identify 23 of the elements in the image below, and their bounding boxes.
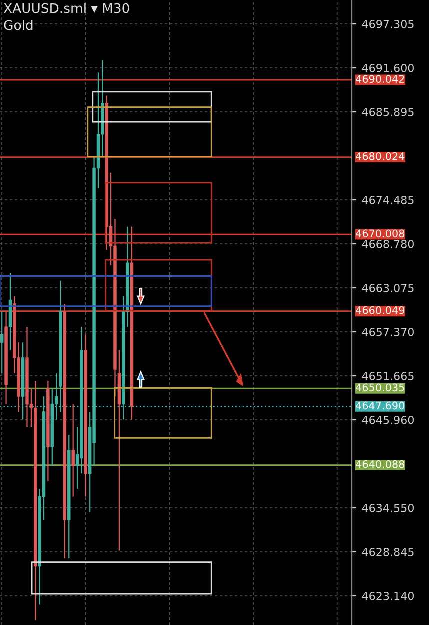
y-tick-label: 4628.845 [362, 548, 414, 556]
ref-line-label: 4640.088 [356, 460, 405, 468]
y-tick-label: 4674.485 [362, 196, 414, 204]
ref-line-label: 4660.049 [356, 306, 404, 314]
y-tick-label: 4668.780 [362, 240, 414, 248]
ref-line-label: 4680.024 [356, 152, 405, 160]
y-tick-label: 4691.600 [362, 64, 414, 72]
ref-line-label: 4670.008 [356, 230, 405, 238]
ref-line-label: 4647.690 [356, 402, 405, 410]
ref-line-label: 4650.035 [356, 384, 404, 392]
y-tick-label: 4634.550 [362, 504, 414, 512]
text: Gold [4, 20, 33, 30]
y-tick-label: 4651.665 [362, 372, 414, 380]
y-tick-label: 4663.075 [362, 284, 414, 292]
y-tick-label: 4697.305 [362, 20, 414, 28]
y-tick-label: 4623.140 [362, 592, 414, 600]
y-tick-label: 4685.895 [362, 108, 414, 116]
chart-title: XAUUSD.sml ▾ M30 [4, 3, 130, 14]
y-tick-label: 4645.960 [362, 416, 414, 424]
candlestick [72, 404, 75, 498]
y-tick-label: 4657.370 [362, 328, 414, 336]
ref-line-label: 4690.042 [356, 75, 404, 84]
candlestick [0, 311, 4, 374]
